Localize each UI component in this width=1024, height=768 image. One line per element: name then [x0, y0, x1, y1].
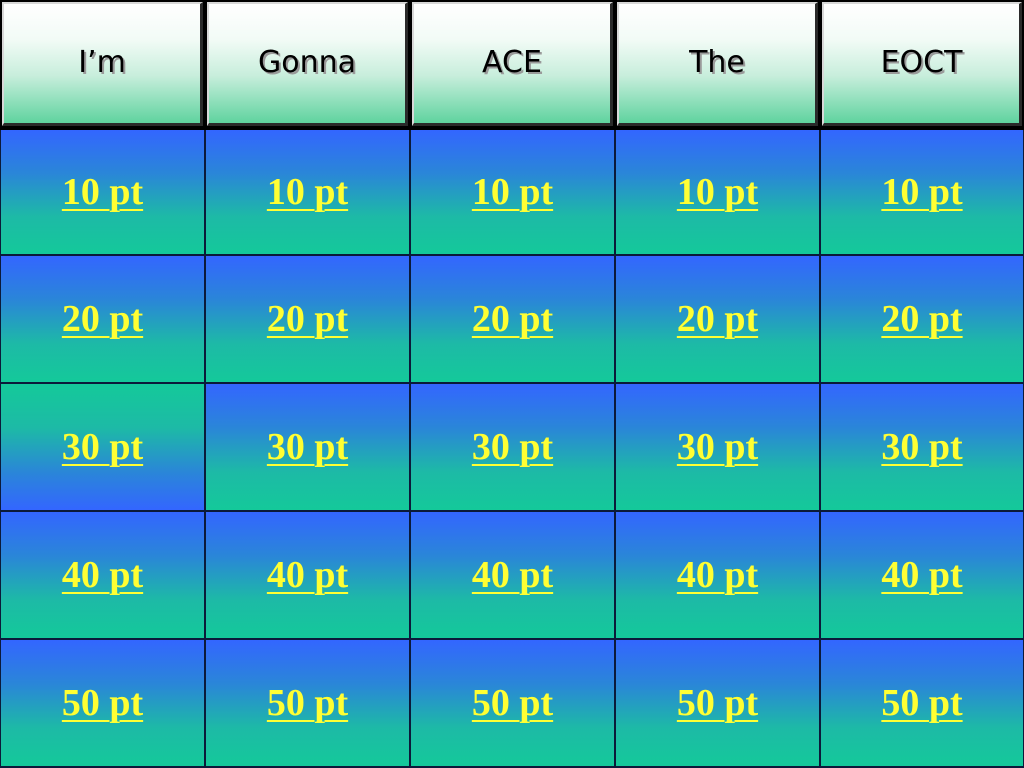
point-link[interactable]: 40 pt	[881, 554, 963, 596]
question-tile-r4-c3[interactable]: 40 pt	[410, 512, 615, 640]
category-label: ACE	[482, 45, 542, 80]
question-tile-r2-c2[interactable]: 20 pt	[205, 256, 410, 384]
point-link[interactable]: 20 pt	[471, 298, 554, 340]
category-header-5: EOCT	[822, 2, 1022, 126]
point-link[interactable]: 50 pt	[881, 682, 963, 724]
question-tile-r4-c2[interactable]: 40 pt	[205, 512, 410, 640]
category-label: The	[689, 45, 745, 80]
point-link[interactable]: 20 pt	[61, 298, 144, 340]
point-link[interactable]: 50 pt	[266, 682, 349, 724]
category-header-2: Gonna	[207, 2, 408, 126]
point-link[interactable]: 20 pt	[881, 298, 963, 340]
point-link[interactable]: 30 pt	[881, 426, 963, 468]
question-tile-r3-c1[interactable]: 30 pt	[0, 384, 205, 512]
category-header-1: I’m	[2, 2, 203, 126]
question-tile-r2-c1[interactable]: 20 pt	[0, 256, 205, 384]
point-link[interactable]: 50 pt	[61, 682, 144, 724]
point-link[interactable]: 50 pt	[676, 682, 759, 724]
category-header-4: The	[617, 2, 818, 126]
point-link[interactable]: 30 pt	[266, 426, 349, 468]
point-link[interactable]: 10 pt	[676, 171, 759, 213]
category-label: Gonna	[257, 45, 356, 80]
question-tile-r2-c5[interactable]: 20 pt	[820, 256, 1024, 384]
question-tile-r1-c2[interactable]: 10 pt	[205, 130, 410, 256]
question-tile-r3-c3[interactable]: 30 pt	[410, 384, 615, 512]
question-tile-r1-c4[interactable]: 10 pt	[615, 130, 820, 256]
point-link[interactable]: 40 pt	[266, 554, 349, 596]
category-header-3: ACE	[412, 2, 613, 126]
point-link[interactable]: 40 pt	[471, 554, 554, 596]
question-tile-r5-c1[interactable]: 50 pt	[0, 640, 205, 768]
category-label: I’m	[78, 45, 126, 80]
question-tile-r5-c2[interactable]: 50 pt	[205, 640, 410, 768]
point-link[interactable]: 20 pt	[266, 298, 349, 340]
point-link[interactable]: 40 pt	[61, 554, 144, 596]
question-tile-r3-c2[interactable]: 30 pt	[205, 384, 410, 512]
question-tile-r3-c4[interactable]: 30 pt	[615, 384, 820, 512]
category-header-row: I’m Gonna ACE The EOCT	[0, 0, 1024, 130]
question-tile-r2-c3[interactable]: 20 pt	[410, 256, 615, 384]
point-link[interactable]: 30 pt	[676, 426, 759, 468]
question-tile-r1-c1[interactable]: 10 pt	[0, 130, 205, 256]
question-tile-r2-c4[interactable]: 20 pt	[615, 256, 820, 384]
point-link[interactable]: 50 pt	[471, 682, 554, 724]
question-tile-r4-c5[interactable]: 40 pt	[820, 512, 1024, 640]
point-link[interactable]: 10 pt	[266, 171, 349, 213]
point-link[interactable]: 30 pt	[471, 426, 554, 468]
category-label: EOCT	[880, 45, 963, 80]
question-tile-r4-c4[interactable]: 40 pt	[615, 512, 820, 640]
point-link[interactable]: 10 pt	[61, 171, 144, 213]
point-link[interactable]: 10 pt	[471, 171, 554, 213]
question-tile-r3-c5[interactable]: 30 pt	[820, 384, 1024, 512]
question-tile-r1-c5[interactable]: 10 pt	[820, 130, 1024, 256]
point-link[interactable]: 40 pt	[676, 554, 759, 596]
question-grid: 10 pt 10 pt 10 pt 10 pt 10 pt 20 pt 20 p…	[0, 130, 1024, 768]
question-tile-r1-c3[interactable]: 10 pt	[410, 130, 615, 256]
point-link[interactable]: 20 pt	[676, 298, 759, 340]
question-tile-r5-c4[interactable]: 50 pt	[615, 640, 820, 768]
point-link[interactable]: 10 pt	[881, 171, 963, 213]
question-tile-r5-c5[interactable]: 50 pt	[820, 640, 1024, 768]
question-tile-r5-c3[interactable]: 50 pt	[410, 640, 615, 768]
question-tile-r4-c1[interactable]: 40 pt	[0, 512, 205, 640]
point-link[interactable]: 30 pt	[61, 426, 144, 468]
